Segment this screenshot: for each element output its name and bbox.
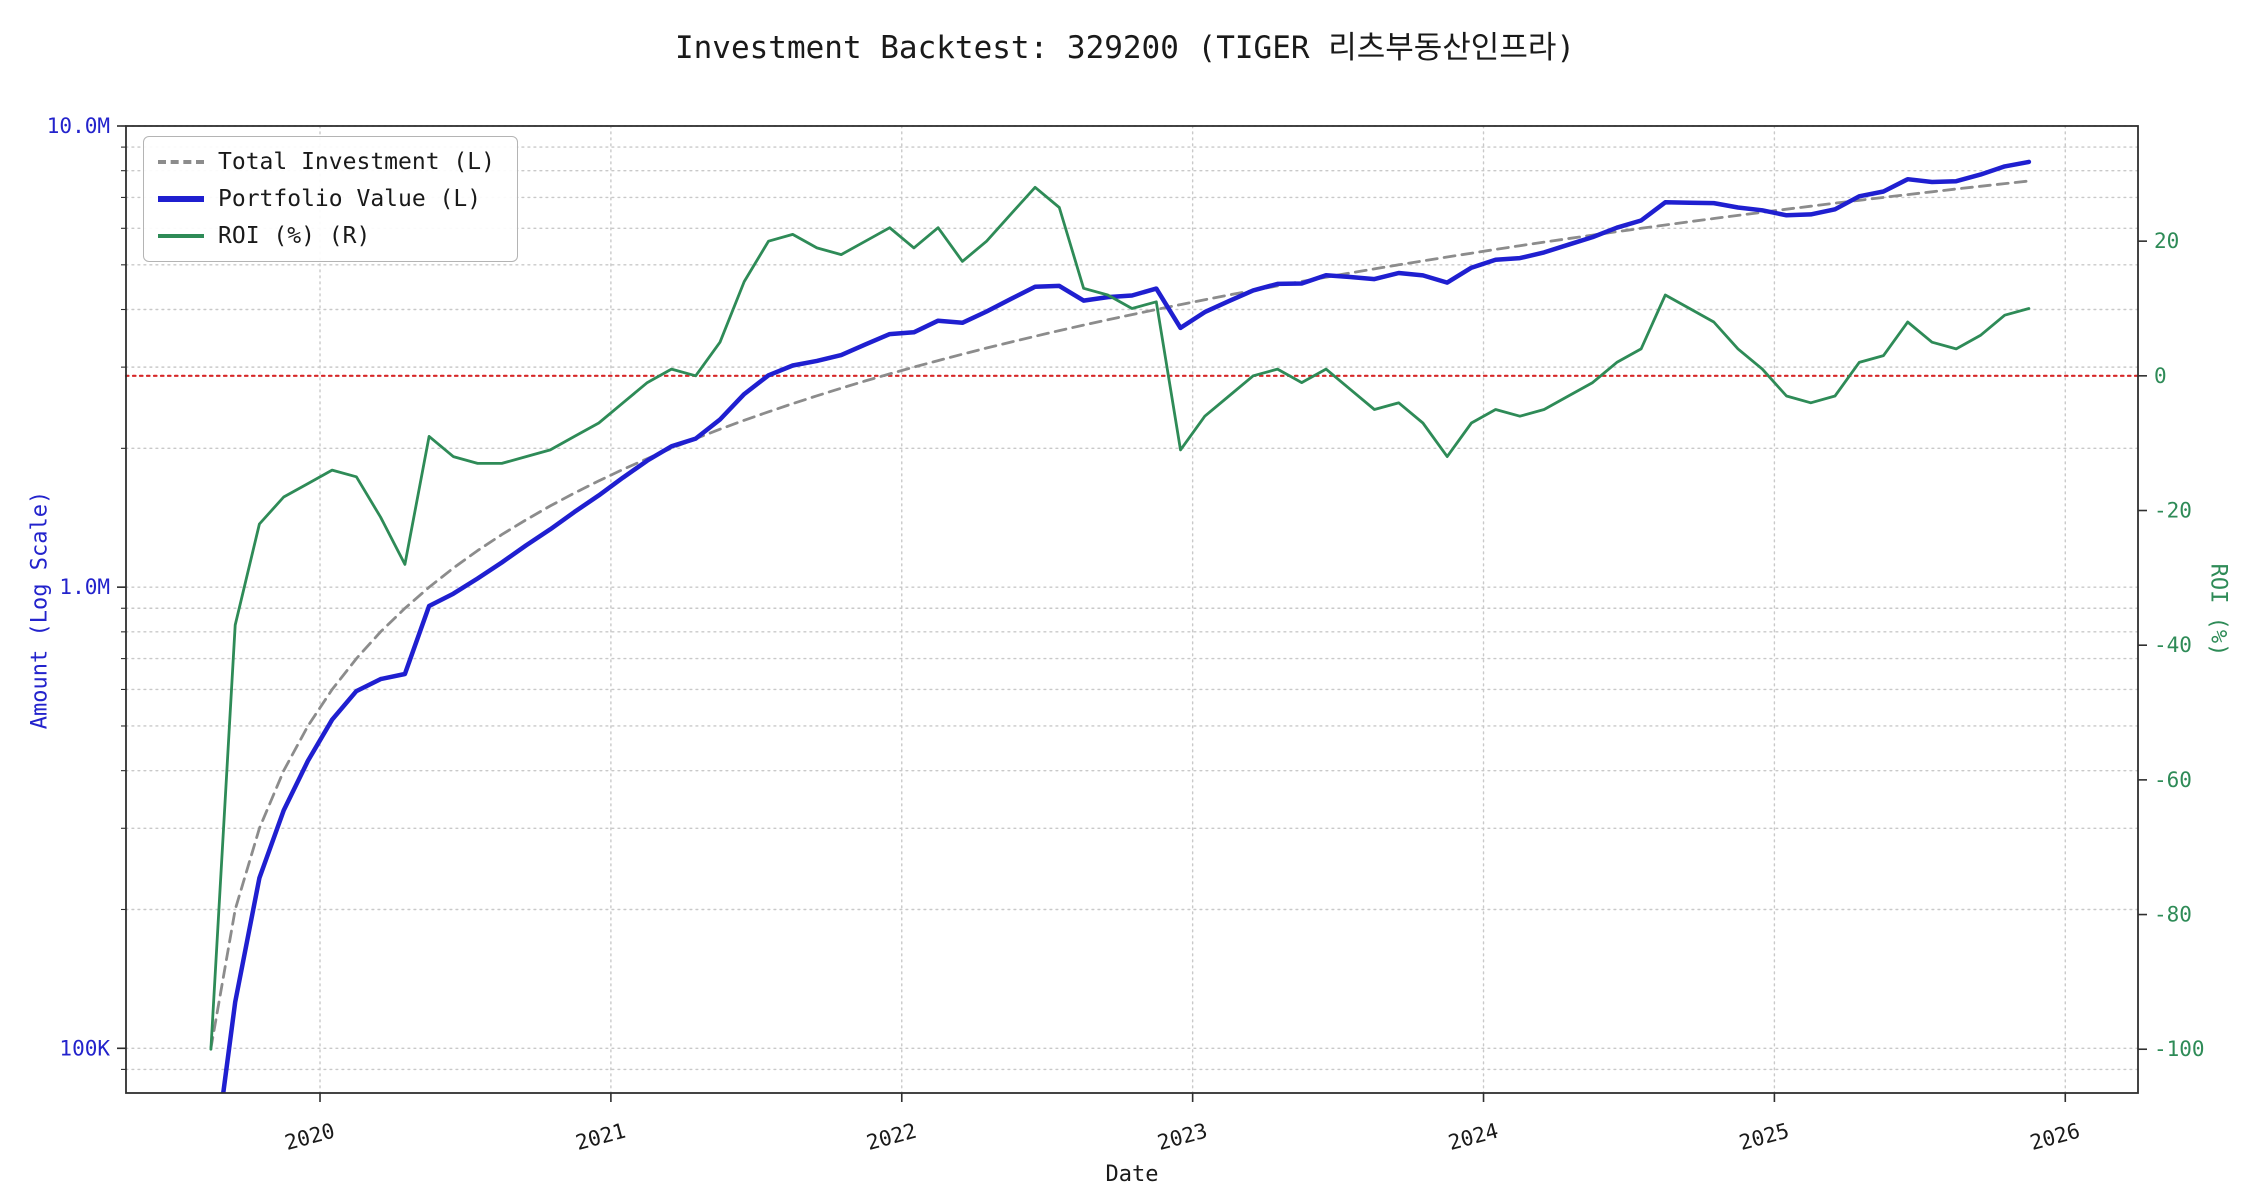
total-investment-line-sample	[158, 160, 204, 164]
x-tick-label: 2021	[573, 1119, 628, 1155]
tick-labels: 10.0M 1.0M 100K 20 0 -20 -40 -60 -80 -100 2020 2021…	[47, 114, 2205, 1155]
y-right-tick-label: -20	[2154, 499, 2192, 523]
legend-item-portfolio-value: Portfolio Value (L)	[158, 186, 495, 212]
series-lines	[209, 159, 2032, 1093]
x-tick-label: 2022	[864, 1119, 919, 1155]
y-left-tick-label: 100K	[59, 1036, 110, 1060]
x-tick-label: 2023	[1155, 1119, 1210, 1155]
roi-line	[209, 185, 2031, 1051]
y-right-tick-label: 20	[2154, 229, 2179, 253]
y-right-tick-label: -100	[2154, 1037, 2205, 1061]
legend-label: ROI (%) (R)	[218, 223, 371, 249]
portfolio-value-line	[220, 159, 2032, 1093]
y-right-tick-label: 0	[2154, 364, 2167, 388]
y-left-tick-label: 10.0M	[47, 114, 110, 138]
x-axis-label: Date	[1105, 1162, 1159, 1187]
legend-item-roi: ROI (%) (R)	[158, 223, 495, 249]
legend-box: Total Investment (L) Portfolio Value (L)…	[143, 136, 518, 262]
y-left-tick-label: 1.0M	[59, 575, 110, 599]
y-right-tick-label: -80	[2154, 903, 2192, 927]
chart-title: Investment Backtest: 329200 (TIGER 리츠부동산…	[674, 30, 1576, 66]
plot-area-border	[125, 125, 2139, 1094]
roi-line-sample	[158, 234, 204, 238]
portfolio-value-line-sample	[158, 196, 204, 202]
legend-label: Portfolio Value (L)	[218, 186, 482, 212]
legend-label: Total Investment (L)	[218, 149, 495, 175]
y-right-tick-label: -40	[2154, 633, 2192, 657]
total-investment-line	[209, 179, 2031, 1050]
legend-item-total-investment: Total Investment (L)	[158, 149, 495, 175]
x-tick-label: 2024	[1446, 1119, 1501, 1155]
y-right-tick-label: -60	[2154, 768, 2192, 792]
x-tick-label: 2020	[282, 1119, 337, 1155]
y-axis-label-right: ROI (%)	[2205, 563, 2231, 657]
x-tick-label: 2026	[2028, 1119, 2083, 1155]
tick-marks	[117, 125, 2147, 1102]
y-axis-label-left: Amount (Log Scale)	[27, 490, 53, 730]
x-tick-label: 2025	[1737, 1119, 1792, 1155]
